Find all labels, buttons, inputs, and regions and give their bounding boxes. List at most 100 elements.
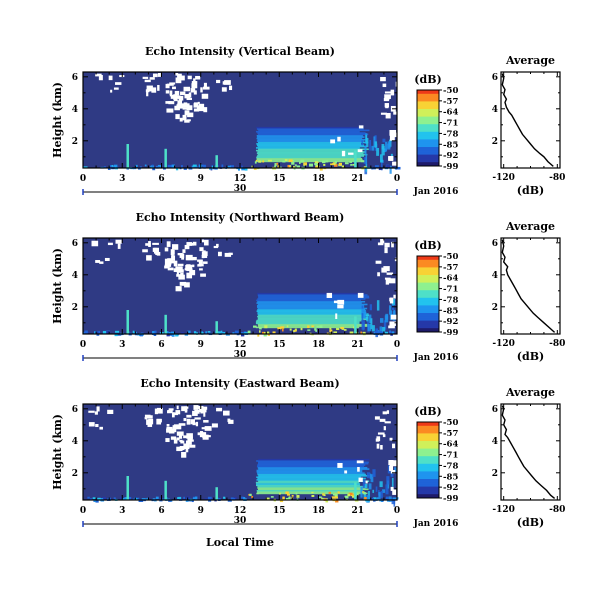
colorbar-segment	[417, 484, 439, 487]
missing-data-cell	[383, 426, 386, 431]
average-y-tick-label: 6	[492, 239, 498, 249]
surface-echo	[350, 164, 353, 166]
surface-echo	[205, 331, 208, 334]
echo-streak	[385, 141, 388, 152]
missing-data-cell	[200, 407, 207, 413]
missing-data-cell	[166, 83, 174, 86]
average-title: Average	[505, 220, 555, 233]
echo-layer-strip	[255, 149, 360, 152]
surface-echo	[256, 492, 259, 495]
echo-layer-strip	[257, 294, 368, 296]
colorbar-segment	[417, 471, 439, 474]
date-label: 30	[234, 350, 247, 360]
colorbar-segment	[417, 494, 439, 497]
surface-echo	[315, 329, 318, 332]
average-x-tick-label: -120	[492, 173, 515, 183]
echo-layer-strip	[257, 462, 369, 465]
missing-data-cell	[377, 242, 384, 246]
missing-data-cell	[186, 264, 191, 269]
colorbar-segment	[417, 294, 439, 297]
colorbar-frame	[416, 89, 440, 167]
missing-data-cell	[192, 256, 197, 261]
surface-echo	[374, 165, 379, 168]
echo-layer-strip	[257, 323, 368, 326]
surface-echo	[211, 498, 215, 501]
echo-streak	[383, 320, 387, 330]
missing-data-cell	[154, 408, 159, 415]
echo-layer-strip	[257, 145, 367, 148]
missing-data-cell	[375, 260, 382, 264]
echo-heatmap	[83, 238, 399, 338]
echo-layer-strip	[256, 306, 365, 308]
surface-echo	[295, 492, 298, 495]
missing-data-cell	[184, 110, 190, 116]
colorbar-segment	[417, 162, 439, 165]
echo-layer-strip	[256, 476, 361, 478]
echo-layer-strip	[258, 468, 370, 470]
missing-data-cell	[171, 249, 175, 255]
echo-layer-strip	[257, 487, 366, 489]
missing-data-cell	[192, 241, 197, 246]
surface-echo	[330, 163, 335, 166]
echo-streak	[374, 135, 377, 147]
surface-echo	[257, 333, 260, 337]
missing-data-cell	[380, 239, 385, 244]
average-profile-line	[501, 405, 556, 499]
y-tick-label: 4	[72, 437, 78, 447]
missing-data-cell	[169, 428, 175, 434]
missing-data-cell	[348, 152, 354, 155]
missing-data-cell	[183, 86, 191, 92]
missing-data-cell	[177, 100, 183, 105]
surface-echo	[390, 333, 393, 336]
missing-data-cell	[164, 265, 170, 269]
colorbar-segment	[417, 145, 439, 148]
surface-echo	[207, 331, 211, 333]
surface-echo	[277, 327, 282, 330]
missing-data-cell	[193, 108, 200, 112]
surface-echo	[220, 330, 223, 334]
echo-layer-strip	[257, 315, 365, 318]
missing-data-cell	[384, 277, 391, 280]
surface-echo	[187, 330, 191, 333]
missing-data-cell	[156, 251, 161, 256]
missing-data-cell	[179, 281, 187, 286]
x-tick-label: 0	[80, 340, 86, 350]
echo-layer-strip	[258, 461, 369, 464]
missing-data-cell	[165, 83, 170, 89]
missing-data-cell	[199, 268, 203, 271]
colorbar-segment	[417, 135, 439, 138]
panel-1: Echo Intensity (Vertical Beam) 0 3 6 9 12 15 18…	[51, 45, 565, 197]
missing-data-cell	[166, 108, 174, 113]
surface-echo	[392, 331, 395, 334]
surface-echo	[299, 161, 301, 164]
echo-layer-strip	[258, 148, 369, 151]
average-title: Average	[505, 54, 555, 67]
echo-layer-strip	[257, 485, 366, 488]
colorbar-segment	[417, 463, 439, 467]
colorbar-segment	[417, 328, 439, 331]
colorbar-segment	[417, 441, 439, 444]
missing-data-cell	[164, 264, 172, 267]
missing-data-cell	[158, 73, 161, 77]
surface-echo	[288, 165, 291, 168]
echo-layer-strip	[257, 309, 366, 311]
missing-data-cell	[185, 440, 192, 445]
surface-echo	[223, 496, 226, 499]
missing-data-cell	[197, 101, 200, 104]
missing-data-cell	[182, 114, 187, 121]
surface-echo	[117, 333, 122, 336]
missing-data-cell	[178, 423, 186, 426]
colorbar-segment	[417, 448, 439, 451]
missing-data-cell	[193, 90, 197, 95]
colorbar-segment	[417, 320, 439, 323]
missing-data-cell	[156, 418, 162, 423]
surface-echo	[251, 495, 254, 499]
x-tick-label: 18	[312, 340, 325, 350]
colorbar-label: (dB)	[414, 239, 441, 252]
missing-data-cell	[146, 419, 151, 425]
colorbar-segment	[417, 280, 439, 283]
missing-data-cell	[142, 249, 148, 253]
surface-echo	[296, 165, 300, 169]
colorbar-segment	[417, 318, 439, 321]
missing-data-cell	[382, 411, 388, 415]
